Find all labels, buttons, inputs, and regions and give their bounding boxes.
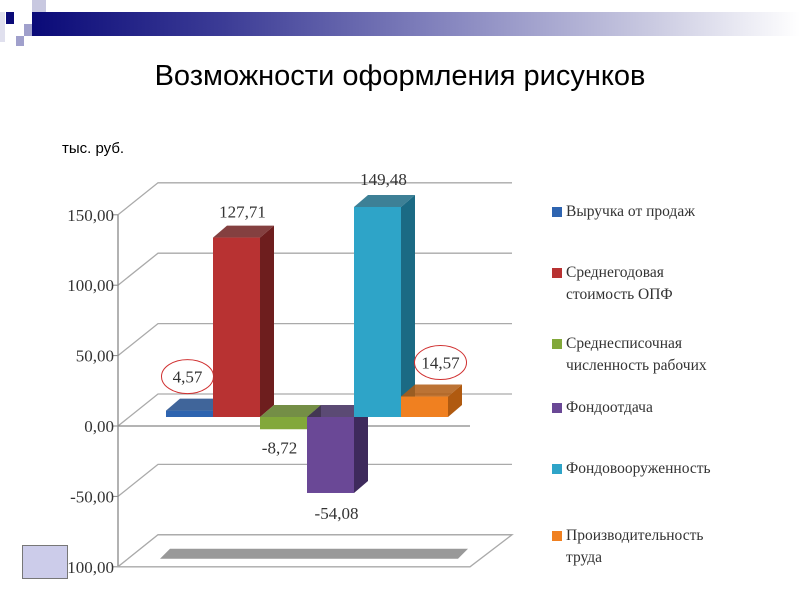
legend-swatch <box>552 531 562 541</box>
bar <box>307 417 354 493</box>
legend-swatch <box>552 464 562 474</box>
bar-top <box>354 194 415 207</box>
legend-label: Выручка от продаж <box>566 203 695 220</box>
legend-label: Среднегодовая стоимость ОПФ <box>566 264 673 303</box>
data-label: 4,57 <box>173 368 203 387</box>
data-label: -54,08 <box>315 504 359 523</box>
bar-top <box>260 405 321 417</box>
legend-swatch <box>552 207 562 217</box>
gridline <box>117 182 512 216</box>
bar <box>213 237 260 417</box>
bar-side <box>401 194 415 417</box>
gridline <box>117 463 512 497</box>
decor-square <box>6 12 14 24</box>
y-tick-label: -100,00 <box>62 558 114 577</box>
bar-top <box>213 225 274 238</box>
bar <box>166 410 213 417</box>
legend-item: Производительность труда <box>552 525 786 569</box>
legend-item: Фондовооруженность <box>552 458 786 480</box>
y-tick-label: 50,00 <box>76 347 114 366</box>
gridline <box>117 252 512 286</box>
placeholder-box <box>22 545 68 579</box>
y-tick-label: -50,00 <box>70 487 114 506</box>
data-label: -8,72 <box>262 438 297 457</box>
title-banner <box>32 12 800 36</box>
bar-side <box>260 225 274 417</box>
bar-top <box>166 398 227 411</box>
data-label: 127,71 <box>219 203 266 222</box>
bar-side <box>354 405 368 493</box>
y-tick-label: 0,00 <box>84 417 114 436</box>
unit-label: тыс. руб. <box>62 140 125 157</box>
legend-item: Среднесписочная численность рабочих <box>552 333 786 377</box>
gridline <box>117 322 512 357</box>
legend-label: Фондоотдача <box>566 399 653 416</box>
legend-item: Фондоотдача <box>552 397 786 419</box>
bar <box>260 417 307 430</box>
data-label: 149,48 <box>360 170 407 189</box>
bar-top <box>401 384 462 397</box>
decor-square <box>32 0 46 12</box>
legend-item: Выручка от продаж <box>552 201 786 223</box>
legend-swatch <box>552 403 562 413</box>
decor-square <box>16 36 24 46</box>
legend-label: Фондовооруженность <box>566 460 711 477</box>
bar <box>354 206 401 417</box>
data-label: 14,57 <box>421 354 460 373</box>
highlight-circle <box>414 345 467 381</box>
y-tick-label: 150,00 <box>67 206 114 225</box>
legend-swatch <box>552 339 562 349</box>
legend-label: Производительность труда <box>566 527 704 566</box>
decor-square <box>24 24 32 36</box>
bar <box>401 396 448 417</box>
bar-top <box>307 405 368 417</box>
legend-swatch <box>552 268 562 278</box>
decor-square <box>0 12 5 42</box>
bar-side <box>448 384 462 417</box>
legend-label: Среднесписочная численность рабочих <box>566 335 707 374</box>
floor-shadow <box>160 548 468 559</box>
slide-title: Возможности оформления рисунков <box>154 60 646 92</box>
y-tick-label: 100,00 <box>67 276 114 295</box>
legend-item: Среднегодовая стоимость ОПФ <box>552 262 786 306</box>
